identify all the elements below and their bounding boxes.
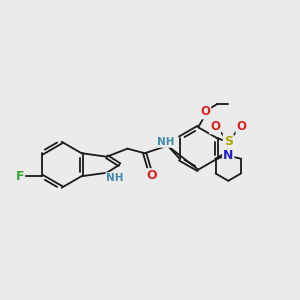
Text: O: O <box>210 120 220 134</box>
Text: N: N <box>223 149 233 162</box>
Text: O: O <box>236 120 247 134</box>
Text: NH: NH <box>157 137 174 147</box>
Text: S: S <box>224 134 233 148</box>
Text: O: O <box>147 169 157 182</box>
Text: O: O <box>200 105 210 118</box>
Text: NH: NH <box>106 173 124 183</box>
Text: F: F <box>16 170 24 183</box>
